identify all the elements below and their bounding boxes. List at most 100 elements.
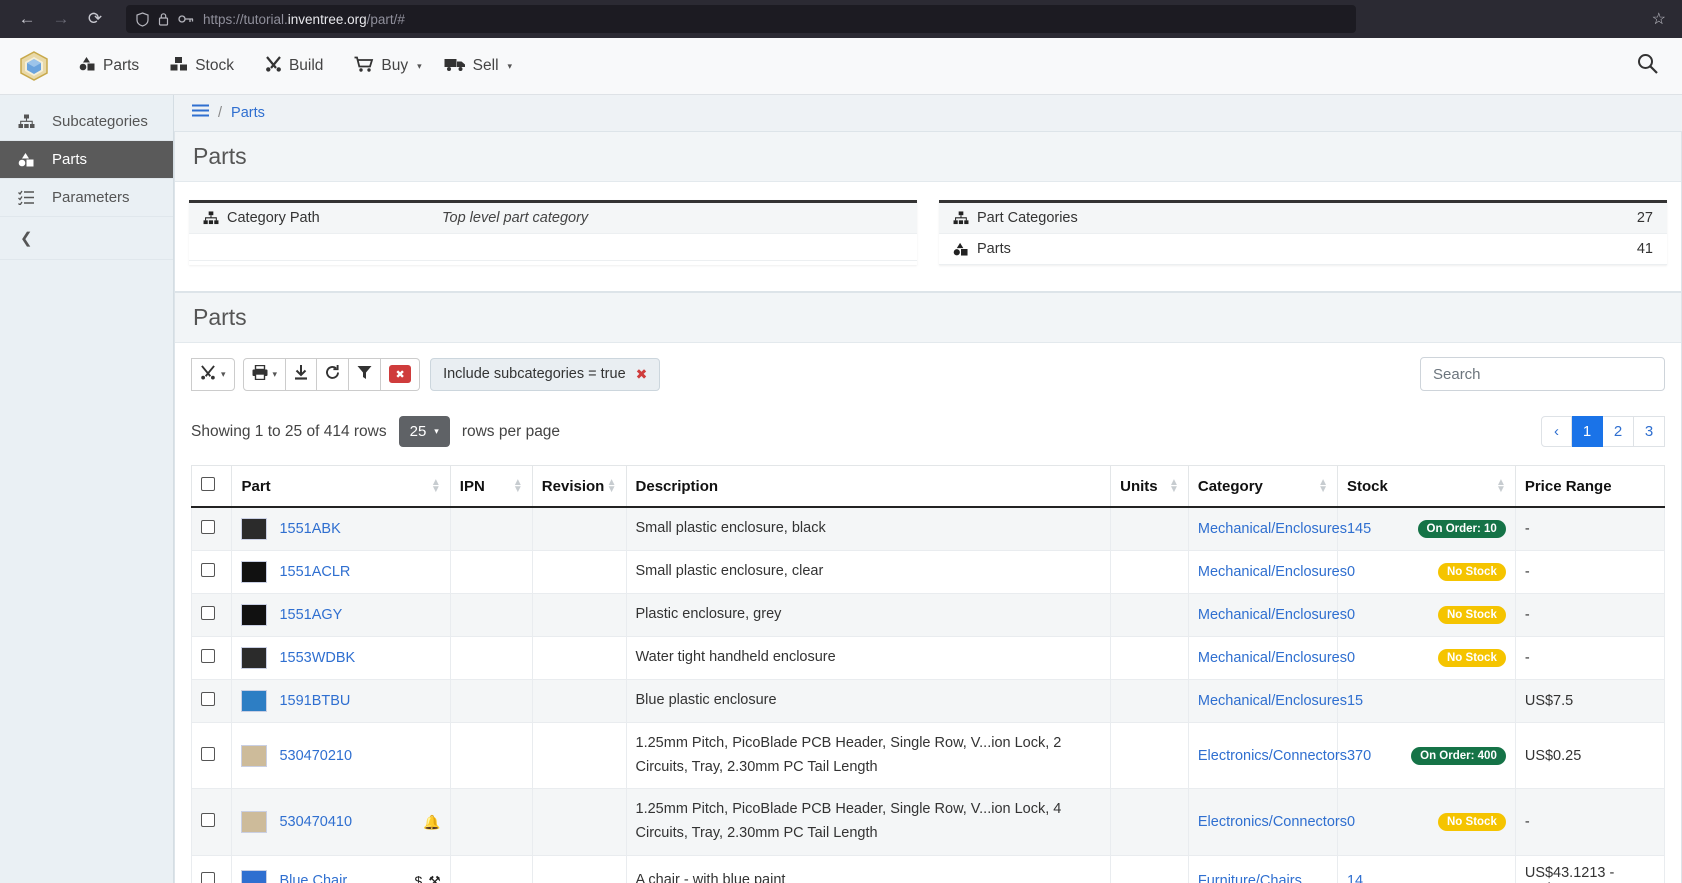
row-select-cell[interactable] <box>190 855 233 883</box>
pagination-prev[interactable]: ‹ <box>1541 416 1572 447</box>
stock-link[interactable]: 145 <box>1346 520 1372 537</box>
shapes-icon <box>953 242 977 256</box>
stock-link[interactable]: 0 <box>1346 649 1356 666</box>
row-select-cell[interactable] <box>190 678 233 723</box>
pagination-summary: Showing 1 to 25 of 414 rows 25 ▾ rows pe… <box>191 416 1665 447</box>
part-actions-button[interactable]: ▾ <box>191 357 235 391</box>
part-link[interactable]: Blue Chair <box>279 873 348 883</box>
list-icon <box>16 190 36 205</box>
sidebar-item-parameters[interactable]: Parameters <box>0 179 173 217</box>
row-checkbox[interactable] <box>201 519 215 534</box>
nav-item-sell[interactable]: Sell ▾ <box>435 50 521 83</box>
row-select-cell[interactable] <box>190 788 233 857</box>
row-checkbox[interactable] <box>201 813 215 828</box>
column-header-description[interactable]: Description <box>625 465 1112 508</box>
nav-item-parts[interactable]: Parts <box>70 50 157 82</box>
column-header-price-range[interactable]: Price Range <box>1514 465 1666 508</box>
nav-item-stock[interactable]: Stock <box>161 50 252 82</box>
part-link[interactable]: 1551AGY <box>279 606 343 623</box>
table-row[interactable]: Blue Chair $ ⚒ A chair - with blue paint … <box>190 855 1666 883</box>
table-row[interactable]: 1591BTBU Blue plastic enclosure Mechanic… <box>190 678 1666 723</box>
sidebar-item-subcategories[interactable]: Subcategories <box>0 103 173 141</box>
column-header-ipn[interactable]: IPN ▲ ▼ <box>449 465 533 508</box>
stock-link[interactable]: 14 <box>1346 873 1364 883</box>
active-filter-chip[interactable]: Include subcategories = true ✖ <box>430 357 661 391</box>
clear-filters-button[interactable]: ✖ <box>381 357 421 391</box>
sidebar-collapse-button[interactable]: ❮ <box>0 217 173 260</box>
select-all-header[interactable] <box>190 465 233 508</box>
select-all-checkbox[interactable] <box>201 477 215 491</box>
row-checkbox[interactable] <box>201 605 215 620</box>
stock-link[interactable]: 15 <box>1346 692 1364 709</box>
row-checkbox[interactable] <box>201 691 215 706</box>
row-select-cell[interactable] <box>190 549 233 594</box>
filter-button[interactable] <box>349 357 382 391</box>
category-link[interactable]: Mechanical/Enclosures <box>1197 692 1347 709</box>
search-input[interactable]: Search <box>1420 357 1665 391</box>
category-link[interactable]: Furniture/Chairs <box>1197 873 1302 883</box>
refresh-button[interactable] <box>317 357 350 391</box>
breadcrumb-link-parts[interactable]: Parts <box>231 105 265 121</box>
row-checkbox[interactable] <box>201 562 215 577</box>
category-link[interactable]: Mechanical/Enclosures <box>1197 563 1347 580</box>
category-link[interactable]: Electronics/Connectors <box>1197 814 1347 831</box>
row-checkbox[interactable] <box>201 872 215 883</box>
price-range-cell: - <box>1514 549 1666 594</box>
rows-per-page-select[interactable]: 25 ▾ <box>398 416 450 447</box>
search-icon[interactable] <box>1637 53 1664 80</box>
salable-dollar-icon[interactable]: $ <box>414 873 423 883</box>
stock-link[interactable]: 0 <box>1346 606 1356 623</box>
part-link[interactable]: 1551ABK <box>279 520 341 537</box>
hamburger-icon[interactable] <box>192 104 209 122</box>
back-arrow-icon[interactable]: ← <box>18 9 36 28</box>
stock-link[interactable]: 370 <box>1346 747 1372 764</box>
close-icon[interactable]: ✖ <box>635 365 648 382</box>
row-checkbox[interactable] <box>201 648 215 663</box>
nav-item-build[interactable]: Build <box>256 50 341 83</box>
table-row[interactable]: 1551ACLR Small plastic enclosure, clear … <box>190 549 1666 594</box>
row-select-cell[interactable] <box>190 635 233 680</box>
stock-link[interactable]: 0 <box>1346 563 1356 580</box>
download-button[interactable] <box>286 357 318 391</box>
category-cell: Furniture/Chairs <box>1187 855 1338 883</box>
page-title: Parts <box>175 132 1681 182</box>
nav-item-buy[interactable]: Buy ▾ <box>345 50 430 83</box>
assembly-tools-icon[interactable]: ⚒ <box>428 872 441 883</box>
star-icon[interactable]: ☆ <box>1651 11 1666 28</box>
table-row[interactable]: 530470410 🔔 1.25mm Pitch, PicoBlade PCB … <box>190 788 1666 857</box>
print-actions-button[interactable]: ▾ <box>242 357 287 391</box>
part-link[interactable]: 1591BTBU <box>279 692 351 709</box>
inventree-logo-icon[interactable] <box>18 49 52 83</box>
table-row[interactable]: 1551AGY Plastic enclosure, grey Mechanic… <box>190 592 1666 637</box>
sitemap-icon <box>16 114 36 129</box>
row-select-cell[interactable] <box>190 592 233 637</box>
column-header-category[interactable]: Category ▲ ▼ <box>1187 465 1338 508</box>
forward-arrow-icon[interactable]: → <box>52 9 70 28</box>
row-select-cell[interactable] <box>190 506 233 551</box>
url-bar[interactable]: https://tutorial.inventree.org/part/# <box>126 5 1356 33</box>
category-link[interactable]: Electronics/Connectors <box>1197 747 1347 764</box>
bell-icon[interactable]: 🔔 <box>423 813 441 830</box>
row-select-cell[interactable] <box>190 721 233 790</box>
pagination-page-1[interactable]: 1 <box>1572 416 1603 447</box>
category-link[interactable]: Mechanical/Enclosures <box>1197 649 1347 666</box>
column-header-revision[interactable]: Revision ▲ ▼ <box>531 465 627 508</box>
sidebar-item-parts[interactable]: Parts <box>0 141 173 179</box>
pagination-page-2[interactable]: 2 <box>1603 416 1634 447</box>
table-row[interactable]: 530470210 1.25mm Pitch, PicoBlade PCB He… <box>190 721 1666 790</box>
part-link[interactable]: 530470210 <box>279 747 353 764</box>
part-link[interactable]: 1553WDBK <box>279 649 356 666</box>
table-row[interactable]: 1553WDBK Water tight handheld enclosure … <box>190 635 1666 680</box>
reload-icon[interactable]: ⟳ <box>87 9 103 28</box>
row-checkbox[interactable] <box>201 746 215 761</box>
part-link[interactable]: 1551ACLR <box>279 563 351 580</box>
part-link[interactable]: 530470410 <box>279 814 353 831</box>
category-link[interactable]: Mechanical/Enclosures <box>1197 520 1347 537</box>
stock-link[interactable]: 0 <box>1346 814 1356 831</box>
column-header-part[interactable]: Part ▲ ▼ <box>231 465 451 508</box>
column-header-stock[interactable]: Stock ▲ ▼ <box>1336 465 1516 508</box>
category-link[interactable]: Mechanical/Enclosures <box>1197 606 1347 623</box>
column-header-units[interactable]: Units ▲ ▼ <box>1110 465 1189 508</box>
table-row[interactable]: 1551ABK Small plastic enclosure, black M… <box>190 506 1666 551</box>
pagination-page-3[interactable]: 3 <box>1634 416 1665 447</box>
